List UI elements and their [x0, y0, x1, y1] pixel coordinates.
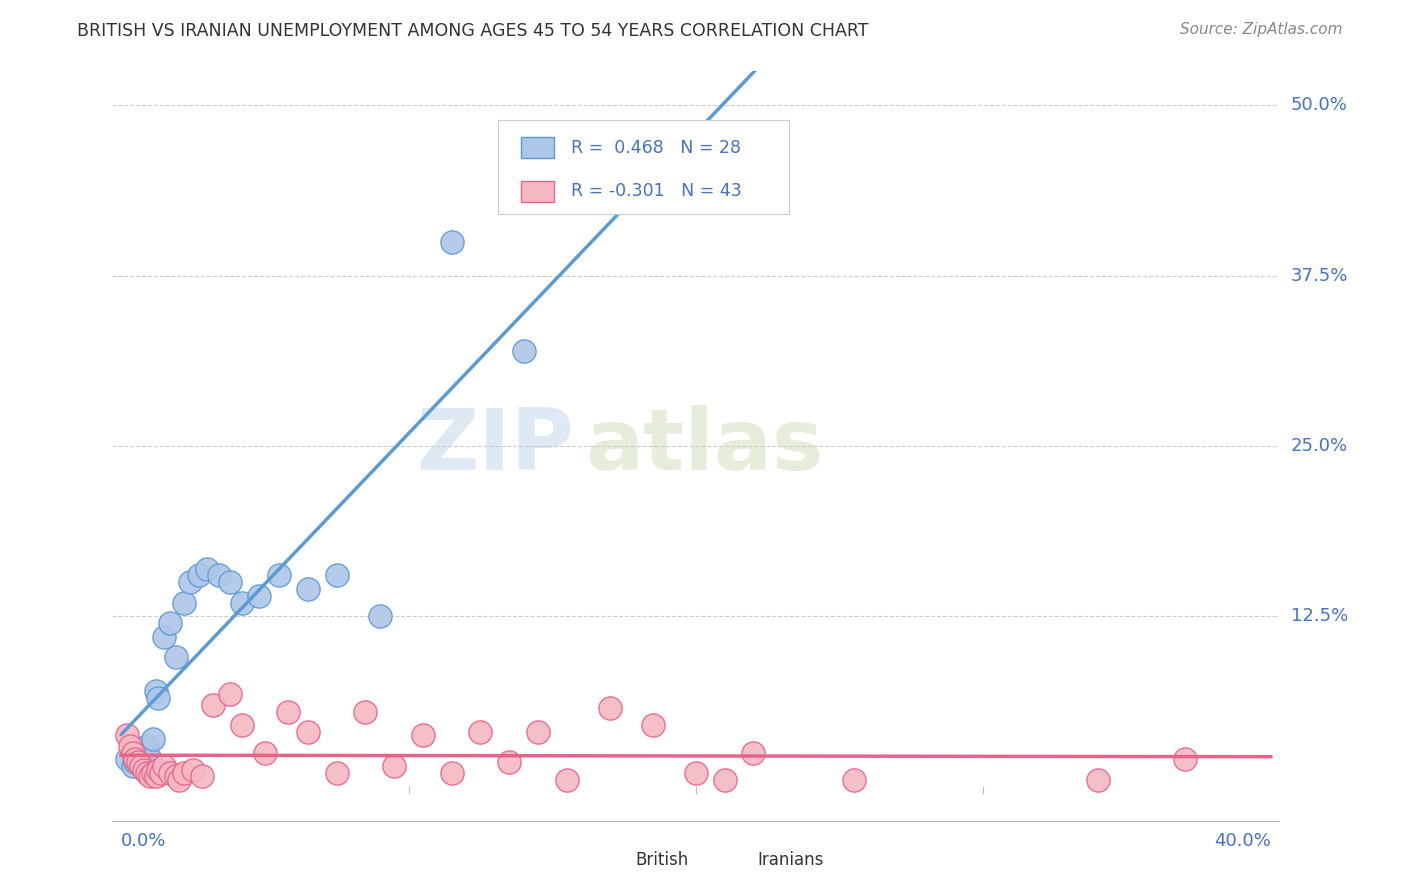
Text: R =  0.468   N = 28: R = 0.468 N = 28 [571, 139, 741, 157]
Point [195, 561, 218, 575]
Point [187, 568, 209, 582]
Point [512, 343, 534, 358]
FancyBboxPatch shape [596, 851, 626, 870]
Text: 37.5%: 37.5% [1291, 267, 1348, 285]
Point [127, 749, 149, 764]
Text: BRITISH VS IRANIAN UNEMPLOYMENT AMONG AGES 45 TO 54 YEARS CORRELATION CHART: BRITISH VS IRANIAN UNEMPLOYMENT AMONG AG… [77, 22, 869, 40]
Text: Iranians: Iranians [758, 851, 824, 869]
Point [153, 630, 176, 644]
Point [219, 575, 242, 590]
Point [129, 746, 152, 760]
Point [1174, 752, 1197, 766]
Text: 25.0%: 25.0% [1291, 437, 1348, 455]
Point [145, 684, 167, 698]
Point [277, 705, 299, 719]
FancyBboxPatch shape [720, 851, 748, 870]
FancyBboxPatch shape [498, 120, 789, 214]
Point [142, 766, 165, 780]
Point [153, 759, 176, 773]
Point [325, 568, 347, 582]
Point [148, 763, 170, 777]
Point [115, 752, 138, 766]
Point [527, 725, 550, 739]
Point [354, 705, 377, 719]
Point [179, 575, 201, 590]
Point [1087, 772, 1109, 787]
Point [159, 766, 181, 780]
Text: British: British [636, 851, 689, 869]
Point [121, 759, 143, 773]
Point [190, 769, 212, 783]
Point [208, 568, 231, 582]
Point [132, 763, 155, 777]
Point [498, 755, 520, 769]
Text: 12.5%: 12.5% [1291, 607, 1348, 625]
Point [685, 766, 707, 780]
Point [150, 766, 173, 780]
Text: ZIP: ZIP [416, 404, 574, 488]
Text: atlas: atlas [585, 404, 824, 488]
Point [470, 725, 492, 739]
Point [139, 752, 162, 766]
Point [115, 728, 138, 742]
Point [219, 687, 242, 701]
Point [555, 772, 578, 787]
Point [269, 568, 291, 582]
Point [132, 741, 155, 756]
Point [118, 739, 141, 753]
Point [368, 609, 391, 624]
Point [253, 746, 276, 760]
Point [641, 718, 664, 732]
Point [167, 772, 190, 787]
Point [599, 700, 621, 714]
Point [742, 746, 765, 760]
Point [713, 772, 735, 787]
Point [440, 235, 463, 249]
Point [129, 759, 152, 773]
Text: 50.0%: 50.0% [1291, 96, 1348, 114]
Point [247, 589, 270, 603]
Text: Source: ZipAtlas.com: Source: ZipAtlas.com [1180, 22, 1343, 37]
Point [136, 739, 159, 753]
Point [231, 596, 253, 610]
Point [297, 725, 319, 739]
FancyBboxPatch shape [520, 180, 554, 202]
Point [173, 596, 195, 610]
Text: 40.0%: 40.0% [1213, 831, 1271, 849]
Point [297, 582, 319, 596]
Point [127, 755, 149, 769]
Point [231, 718, 253, 732]
Point [165, 769, 187, 783]
FancyBboxPatch shape [520, 137, 554, 159]
Point [382, 759, 405, 773]
Point [136, 766, 159, 780]
Point [202, 698, 225, 712]
Point [139, 769, 162, 783]
Point [842, 772, 865, 787]
Point [173, 766, 195, 780]
Point [124, 755, 146, 769]
Point [165, 650, 187, 665]
Text: 0.0%: 0.0% [121, 831, 166, 849]
Point [325, 766, 347, 780]
Point [412, 728, 434, 742]
Point [440, 766, 463, 780]
Point [142, 731, 165, 746]
Text: R = -0.301   N = 43: R = -0.301 N = 43 [571, 182, 742, 200]
Point [145, 769, 167, 783]
Point [181, 763, 204, 777]
Point [148, 691, 170, 706]
Point [124, 752, 146, 766]
Point [159, 616, 181, 631]
Point [121, 746, 143, 760]
